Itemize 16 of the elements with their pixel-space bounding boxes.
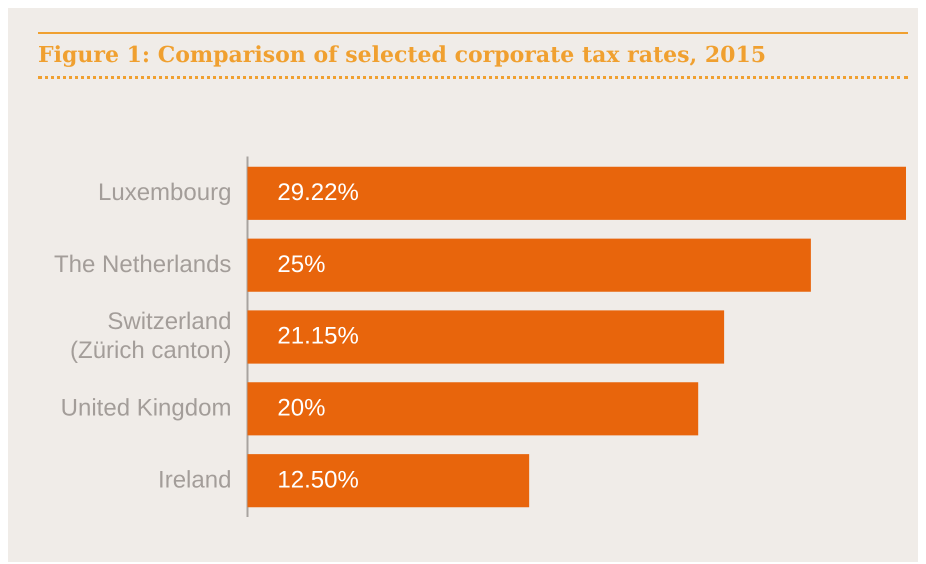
y-tick-label: Switzerland (Zürich canton)	[70, 308, 232, 364]
data-label: 12.50%	[277, 466, 359, 494]
y-tick-label: Luxembourg	[98, 178, 232, 206]
data-label: 25%	[277, 250, 326, 278]
data-label: 20%	[277, 394, 326, 422]
bar	[247, 310, 724, 364]
y-tick-label: United Kingdom	[60, 394, 232, 422]
bar	[247, 382, 698, 436]
bar	[247, 454, 530, 508]
bar	[247, 238, 811, 292]
y-tick-label: Ireland	[158, 466, 232, 494]
data-label: 21.15%	[277, 322, 359, 350]
y-tick-label: The Netherlands	[54, 250, 232, 278]
data-label: 29.22%	[277, 178, 359, 206]
bar	[247, 166, 906, 220]
chart-title: Figure 1: Comparison of selected corporate tax rates, 2015	[38, 32, 908, 79]
